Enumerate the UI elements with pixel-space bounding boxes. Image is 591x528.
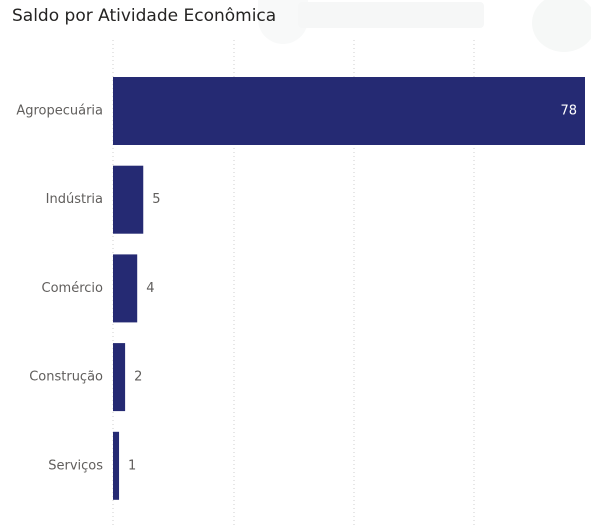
background-decoration xyxy=(532,0,591,52)
category-label: Agropecuária xyxy=(16,104,103,119)
bar[interactable] xyxy=(113,254,138,323)
data-label: 5 xyxy=(152,192,160,207)
value-labels: 78 5 4 2 1 xyxy=(128,104,577,474)
data-label: 2 xyxy=(134,370,142,385)
category-label: Comércio xyxy=(42,281,104,296)
bar[interactable] xyxy=(113,343,126,412)
chart-title: Saldo por Atividade Econômica xyxy=(12,6,277,26)
data-label: 1 xyxy=(128,458,136,473)
bar[interactable] xyxy=(113,165,144,234)
category-labels: Agropecuária Indústria Comércio Construção S… xyxy=(16,104,103,474)
data-label: 78 xyxy=(560,104,577,119)
category-label: Indústria xyxy=(46,192,103,207)
bars xyxy=(113,77,585,500)
bar[interactable] xyxy=(113,431,120,500)
category-label: Serviços xyxy=(48,458,103,473)
category-label: Construção xyxy=(29,370,103,385)
bar[interactable] xyxy=(113,77,585,145)
data-label: 4 xyxy=(146,281,154,296)
background-decoration xyxy=(298,2,484,28)
